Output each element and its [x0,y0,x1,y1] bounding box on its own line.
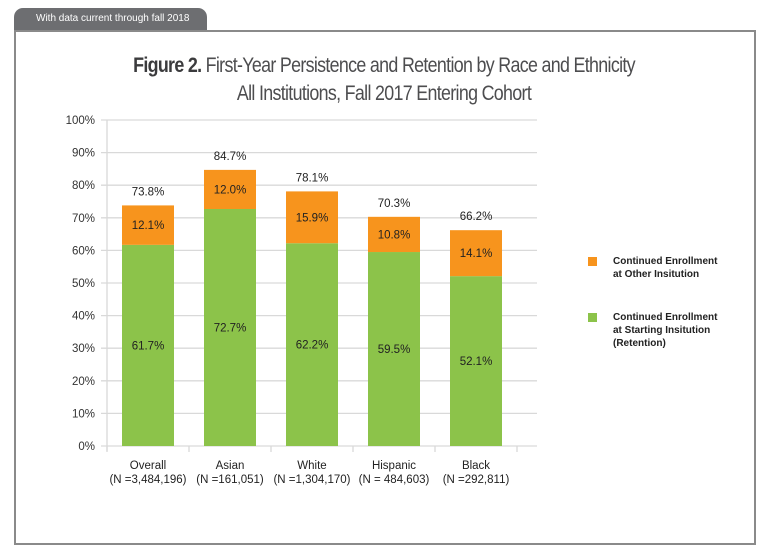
data-label: 12.0% [214,184,247,196]
x-category-label: Hispanic [372,460,416,472]
x-category-n: (N =161,051) [196,474,264,486]
y-tick-label: 0% [78,441,95,453]
x-category-n: (N =3,484,196) [109,474,186,486]
x-category-n: (N = 484,603) [359,474,430,486]
bar-segment-other [286,191,338,244]
data-currency-tab: With data current through fall 2018 [14,8,207,30]
data-label: 15.9% [296,212,329,224]
total-label: 66.2% [460,211,493,223]
y-tick-label: 50% [72,278,95,290]
y-tick-label: 20% [72,376,95,388]
legend-label: Continued Enrollment [613,256,718,267]
x-category-label: White [297,460,326,472]
bar-segment-retention [286,243,338,446]
legend-label: at Starting Insitution [613,325,710,336]
x-category-n: (N =1,304,170) [273,474,350,486]
x-category-n: (N =292,811) [443,474,510,486]
data-label: 72.7% [214,322,247,334]
bar-segment-other [450,230,502,277]
bar-segment-other [368,216,420,253]
bar-segment-retention [450,276,502,446]
y-tick-label: 80% [72,180,95,192]
x-category-label: Asian [216,460,245,472]
legend-label: at Other Insitution [613,269,699,280]
legend-label: Continued Enrollment [613,312,718,323]
y-tick-label: 60% [72,245,95,257]
data-label: 62.2% [296,340,329,352]
legend-label: (Retention) [613,338,666,349]
chart-title: Figure 2. First-Year Persistence and Ret… [58,52,711,108]
total-label: 84.7% [214,151,247,163]
figure-number: Figure 2. [133,54,202,77]
bar-segment-other [122,205,174,245]
y-tick-label: 70% [72,213,95,225]
y-tick-label: 10% [72,408,95,420]
bar-segment-retention [204,208,256,446]
x-category-label: Overall [130,460,166,472]
data-label: 10.8% [378,229,411,241]
legend-swatch [588,313,597,322]
data-label: 12.1% [132,220,165,232]
data-label: 14.1% [460,248,493,260]
x-category-label: Black [462,460,490,472]
data-label: 52.1% [460,356,493,368]
total-label: 78.1% [296,172,329,184]
data-label: 61.7% [132,340,165,352]
y-tick-label: 30% [72,343,95,355]
y-tick-label: 100% [66,115,95,127]
bar-segment-retention [122,244,174,446]
bar-segment-retention [368,252,420,446]
bar-segment-other [204,169,256,209]
title-text: First-Year Persistence and Retention by … [205,54,636,77]
total-label: 73.8% [132,186,165,198]
y-tick-label: 90% [72,148,95,160]
legend-swatch [588,257,597,266]
y-tick-label: 40% [72,311,95,323]
data-label: 59.5% [378,344,411,356]
total-label: 70.3% [378,198,411,210]
chart-subtitle: All Institutions, Fall 2017 Entering Coh… [236,82,532,105]
chart-frame [14,30,756,545]
